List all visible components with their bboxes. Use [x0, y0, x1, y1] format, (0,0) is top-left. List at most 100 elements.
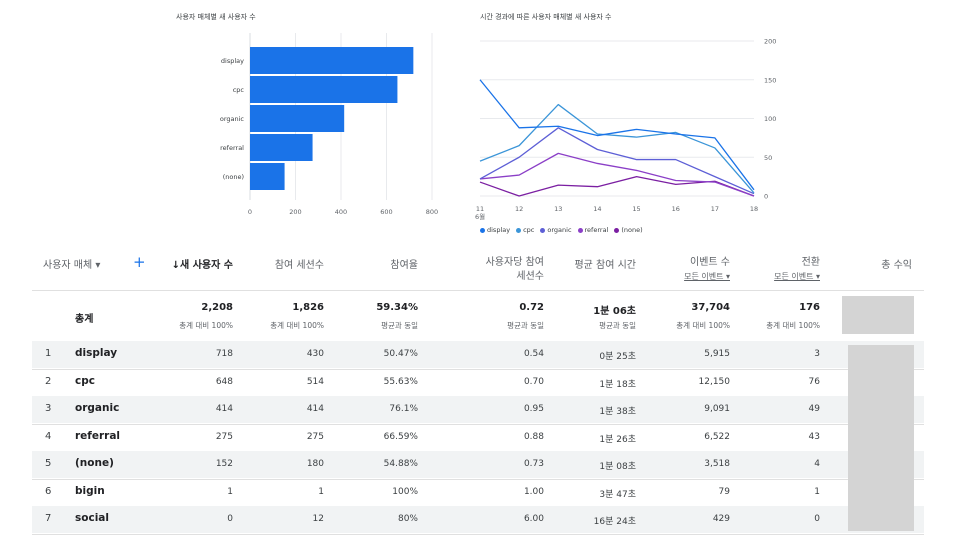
line-x-tick-label: 12	[515, 205, 523, 213]
table-row[interactable]: 6 bigin 1 1 100% 1.00 3분 47초 79 1	[32, 479, 924, 506]
legend-item[interactable]: organic	[540, 226, 572, 234]
legend-item[interactable]: display	[480, 226, 510, 234]
row-rate: 66.59%	[383, 431, 418, 442]
row-time: 0분 25초	[599, 352, 636, 362]
row-time: 1분 08초	[599, 462, 636, 472]
row-medium[interactable]: display	[75, 347, 118, 359]
row-rate: 80%	[397, 514, 418, 524]
row-engaged: 275	[306, 431, 324, 442]
events-filter-dropdown[interactable]: 모든 이벤트 ▾	[684, 272, 730, 281]
row-conv: 49	[808, 404, 820, 414]
row-new-users: 275	[215, 431, 233, 442]
header-engagement-rate[interactable]: 참여율	[390, 260, 418, 271]
table-row[interactable]: 3 organic 414 414 76.1% 0.95 1분 38초 9,091 49	[32, 396, 924, 423]
line-x-tick-label: 14	[593, 205, 601, 213]
series-line	[479, 175, 755, 197]
row-time: 1분 38초	[599, 407, 636, 417]
add-dimension-button[interactable]: +	[133, 253, 146, 271]
header-divider	[32, 290, 924, 291]
row-conv: 76	[808, 376, 820, 387]
row-conv: 3	[814, 349, 820, 359]
row-conv: 1	[814, 486, 820, 497]
row-time: 1분 18초	[599, 379, 636, 390]
row-new-users: 718	[215, 349, 233, 359]
row-time: 16분 24초	[593, 517, 636, 527]
header-avg-engagement-time[interactable]: 평균 참여 시간	[574, 260, 636, 271]
line-x-tick-label: 13	[554, 205, 562, 213]
legend-dot-icon	[577, 227, 583, 233]
header-new-users[interactable]: ↓새 사용자 수	[171, 260, 233, 271]
header-conversions[interactable]: 전환 모든 이벤트 ▾	[740, 256, 820, 284]
header-sessions-per-user[interactable]: 사용자당 참여 세션수	[460, 256, 544, 284]
row-engaged: 430	[306, 349, 324, 359]
total-conversions: 176	[799, 302, 820, 313]
bar-category-label: cpc	[233, 86, 245, 94]
row-medium[interactable]: cpc	[75, 374, 95, 387]
row-events: 429	[712, 514, 730, 524]
legend-item[interactable]: (none)	[614, 226, 643, 234]
row-medium[interactable]: referral	[75, 429, 121, 442]
row-medium[interactable]: social	[75, 512, 109, 524]
header-sessions-per-user-line1: 사용자당 참여	[485, 257, 544, 268]
line-x-month-label: 6월	[475, 212, 485, 221]
header-total-revenue[interactable]: 총 수익	[881, 260, 912, 271]
table-row[interactable]: 7 social 0 12 80% 6.00 16분 24초 429 0	[32, 506, 924, 533]
conversions-filter-dropdown[interactable]: 모든 이벤트 ▾	[774, 272, 820, 281]
total-new-users: 2,208	[201, 302, 233, 313]
legend-dot-icon	[516, 227, 522, 233]
bar-x-tick-label: 800	[426, 208, 438, 216]
row-medium[interactable]: organic	[75, 402, 120, 414]
row-conv: 0	[814, 514, 820, 524]
table-row[interactable]: 2 cpc 648 514 55.63% 0.70 1분 18초 12,150 76	[32, 369, 924, 396]
row-rate: 76.1%	[389, 404, 418, 414]
row-spu: 0.70	[523, 376, 544, 387]
table-row[interactable]: 1 display 718 430 50.47% 0.54 0분 25초 5,915 3	[32, 341, 924, 368]
row-engaged: 12	[312, 514, 324, 524]
series-line	[479, 79, 755, 191]
legend-label: organic	[547, 226, 572, 234]
total-engaged-sessions: 1,826	[292, 302, 324, 313]
legend-dot-icon	[540, 227, 546, 233]
row-divider	[32, 533, 924, 535]
line-x-tick-label: 16	[672, 205, 680, 213]
row-engaged: 414	[306, 404, 324, 414]
line-y-tick-label: 100	[764, 115, 776, 123]
row-rate: 54.88%	[383, 459, 418, 469]
header-medium[interactable]: 사용자 매체 ▾	[43, 260, 101, 271]
line-x-tick-label: 11	[476, 205, 484, 213]
total-conversions-sub: 총계 대비 100%	[766, 321, 820, 330]
legend-item[interactable]: cpc	[516, 226, 534, 234]
legend-label: (none)	[621, 226, 643, 234]
row-conv: 43	[808, 431, 820, 442]
bar	[250, 134, 313, 161]
line-chart-legend: display cpc organic referral (none)	[480, 226, 643, 234]
series-line	[479, 152, 755, 197]
row-spu: 6.00	[523, 514, 544, 524]
row-events: 5,915	[704, 349, 730, 359]
line-x-tick-label: 15	[632, 205, 640, 213]
row-index: 2	[45, 375, 52, 387]
row-spu: 0.73	[523, 459, 544, 469]
table-row[interactable]: 5 (none) 152 180 54.88% 0.73 1분 08초 3,518 4	[32, 451, 924, 478]
row-rate: 100%	[392, 486, 418, 497]
row-spu: 0.54	[523, 349, 544, 359]
row-new-users: 0	[227, 514, 233, 524]
header-sessions-per-user-line2: 세션수	[516, 271, 544, 282]
total-events: 37,704	[691, 302, 730, 313]
row-events: 3,518	[704, 459, 730, 469]
row-divider	[32, 478, 924, 480]
row-medium[interactable]: (none)	[75, 457, 114, 469]
legend-item[interactable]: referral	[577, 226, 608, 234]
table-row[interactable]: 4 referral 275 275 66.59% 0.88 1분 26초 6,522 43	[32, 424, 924, 451]
bar	[250, 105, 345, 132]
header-events[interactable]: 이벤트 수 모든 이벤트 ▾	[650, 256, 730, 284]
row-divider	[32, 423, 924, 425]
row-spu: 0.95	[523, 404, 544, 414]
row-medium[interactable]: bigin	[75, 484, 105, 497]
legend-dot-icon	[480, 227, 485, 233]
bar-chart: 0 200 400 600 800 display cpc organic referral (n…	[220, 33, 438, 216]
row-rate: 50.47%	[383, 349, 418, 359]
header-engaged-sessions[interactable]: 참여 세션수	[274, 260, 324, 271]
row-conv: 4	[814, 459, 820, 469]
total-engagement-rate-sub: 평균과 동일	[381, 321, 418, 330]
